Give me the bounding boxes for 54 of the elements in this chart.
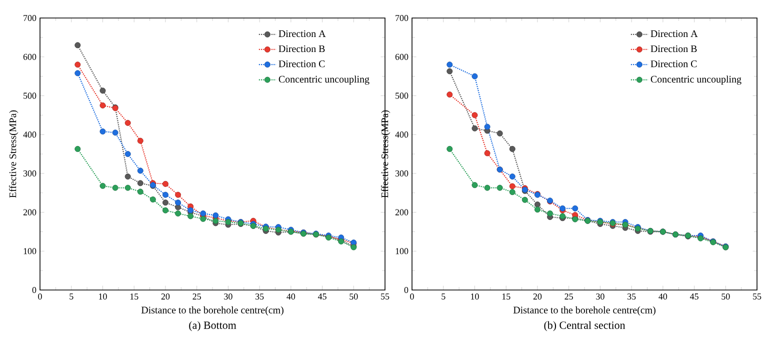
y-tick-label: 600 [395, 54, 408, 60]
y-tick-label: 200 [395, 209, 408, 216]
y-tick-label: 600 [23, 54, 36, 60]
legend-label: Direction B [278, 45, 325, 52]
x-tick-label: 0 [410, 294, 414, 300]
text: (a) Bottom [189, 321, 236, 332]
legend-label: Direction B [650, 45, 697, 52]
y-tick-label: 700 [24, 14, 36, 22]
y-tick-label: 700 [396, 14, 408, 22]
x-axis-title: Distance to the borehole centre(cm) [513, 306, 656, 316]
x-tick-label: 45 [318, 294, 326, 300]
y-tick-label: 0 [32, 286, 36, 294]
y-tick-label: 100 [396, 248, 408, 254]
x-tick-label: 30 [596, 294, 604, 300]
x-tick-label: 20 [161, 294, 170, 300]
x-tick-label: 45 [690, 294, 698, 300]
legend-label: Direction A [278, 30, 326, 38]
x-tick-label: 25 [564, 294, 573, 300]
x-tick-label: 5 [70, 294, 74, 300]
x-tick-label: 10 [99, 294, 107, 300]
x-tick-label: 20 [533, 294, 542, 300]
x-tick-label: 50 [350, 294, 358, 300]
y-axis-title: Effective Stress(MPa) [381, 110, 390, 198]
x-tick-label: 35 [255, 294, 264, 300]
legend-label: Direction C [650, 60, 697, 68]
y-axis-title: Effective Stress(MPa) [9, 110, 18, 198]
y-tick-label: 500 [396, 92, 408, 99]
y-tick-label: 400 [23, 132, 36, 138]
legend-label: Concentric uncoupling [650, 76, 742, 85]
x-tick-label: 35 [627, 294, 636, 300]
y-tick-label: 400 [395, 132, 408, 138]
x-tick-label: 30 [224, 294, 232, 300]
y-tick-label: 500 [24, 92, 36, 99]
x-tick-label: 10 [471, 294, 479, 300]
legend-label: Direction C [278, 60, 325, 68]
x-tick-label: 15 [502, 294, 510, 300]
x-tick-label: 40 [658, 294, 668, 300]
text: (b) Central section [544, 321, 626, 332]
x-axis-title: Distance to the borehole centre(cm) [141, 306, 284, 316]
y-tick-label: 200 [23, 209, 36, 216]
legend-label: Direction A [650, 30, 698, 38]
x-tick-label: 50 [722, 294, 730, 300]
y-tick-label: 0 [404, 286, 408, 294]
y-tick-label: 300 [395, 170, 408, 176]
legend-label: Concentric uncoupling [278, 76, 370, 85]
x-tick-label: 5 [442, 294, 446, 300]
x-tick-label: 55 [381, 294, 390, 300]
y-tick-label: 100 [24, 248, 36, 254]
x-tick-label: 15 [130, 294, 138, 300]
x-tick-label: 0 [38, 294, 42, 300]
x-tick-label: 25 [192, 294, 201, 300]
y-tick-label: 300 [23, 170, 36, 176]
x-tick-label: 40 [286, 294, 296, 300]
x-tick-label: 55 [753, 294, 762, 300]
